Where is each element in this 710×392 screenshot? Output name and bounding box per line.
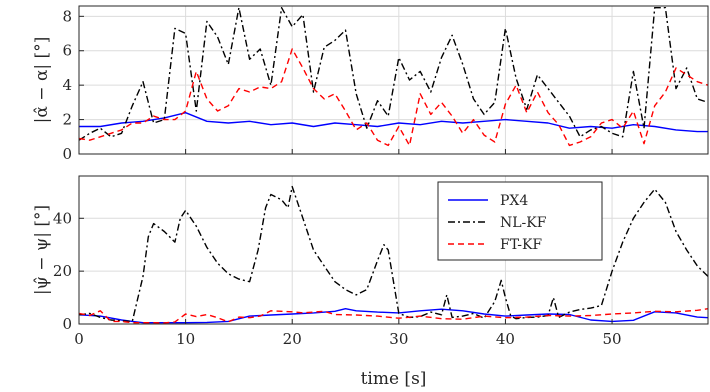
psi-axes-frame bbox=[78, 175, 709, 325]
alpha-series bbox=[78, 6, 709, 147]
psi-grid bbox=[78, 176, 708, 325]
alpha-error-panel: 0 2 4 6 8 |α̂ − α| [°] bbox=[32, 5, 709, 163]
psi-y-axis-label: |ψ̂ − ψ| [°] bbox=[32, 205, 52, 295]
psi-ticks: 0 10 20 30 40 50 0 20 40 bbox=[53, 209, 622, 348]
x-tick-label: 40 bbox=[496, 330, 515, 348]
y-tick-label: 20 bbox=[53, 262, 72, 280]
x-tick-label: 50 bbox=[603, 330, 622, 348]
series-line-nl-kf bbox=[78, 185, 709, 323]
legend-label-px4: PX4 bbox=[500, 193, 528, 209]
y-tick-label: 40 bbox=[53, 209, 72, 227]
series-line-ft-kf bbox=[78, 48, 709, 147]
x-tick-label: 0 bbox=[74, 330, 84, 348]
legend: PX4 NL-KF FT-KF bbox=[437, 181, 603, 261]
series-line-px4 bbox=[78, 308, 709, 324]
series-line-ft-kf bbox=[78, 308, 709, 324]
alpha-ticks: 0 2 4 6 8 bbox=[62, 7, 613, 163]
y-tick-label: 0 bbox=[62, 315, 72, 333]
y-tick-label: 4 bbox=[62, 76, 72, 94]
alpha-grid bbox=[78, 6, 708, 155]
x-axis-label: time [s] bbox=[361, 369, 427, 389]
y-tick-label: 8 bbox=[62, 7, 72, 25]
x-tick-label: 30 bbox=[389, 330, 408, 348]
legend-label-ft-kf: FT-KF bbox=[500, 237, 542, 253]
series-line-nl-kf bbox=[78, 6, 709, 141]
y-tick-label: 2 bbox=[62, 111, 72, 129]
alpha-axes-frame bbox=[78, 5, 709, 155]
x-tick-label: 10 bbox=[176, 330, 195, 348]
y-tick-label: 6 bbox=[62, 42, 72, 60]
series-line-px4 bbox=[79, 111, 708, 133]
psi-error-panel: 0 10 20 30 40 50 0 20 40 |ψ̂ − ψ| [°] time [s] P… bbox=[32, 175, 709, 389]
legend-label-nl-kf: NL-KF bbox=[500, 215, 547, 231]
y-tick-label: 0 bbox=[62, 145, 72, 163]
x-tick-label: 20 bbox=[283, 330, 302, 348]
psi-series bbox=[78, 185, 709, 324]
legend-box bbox=[437, 181, 603, 261]
alpha-y-axis-label: |α̂ − α| [°] bbox=[32, 37, 52, 124]
